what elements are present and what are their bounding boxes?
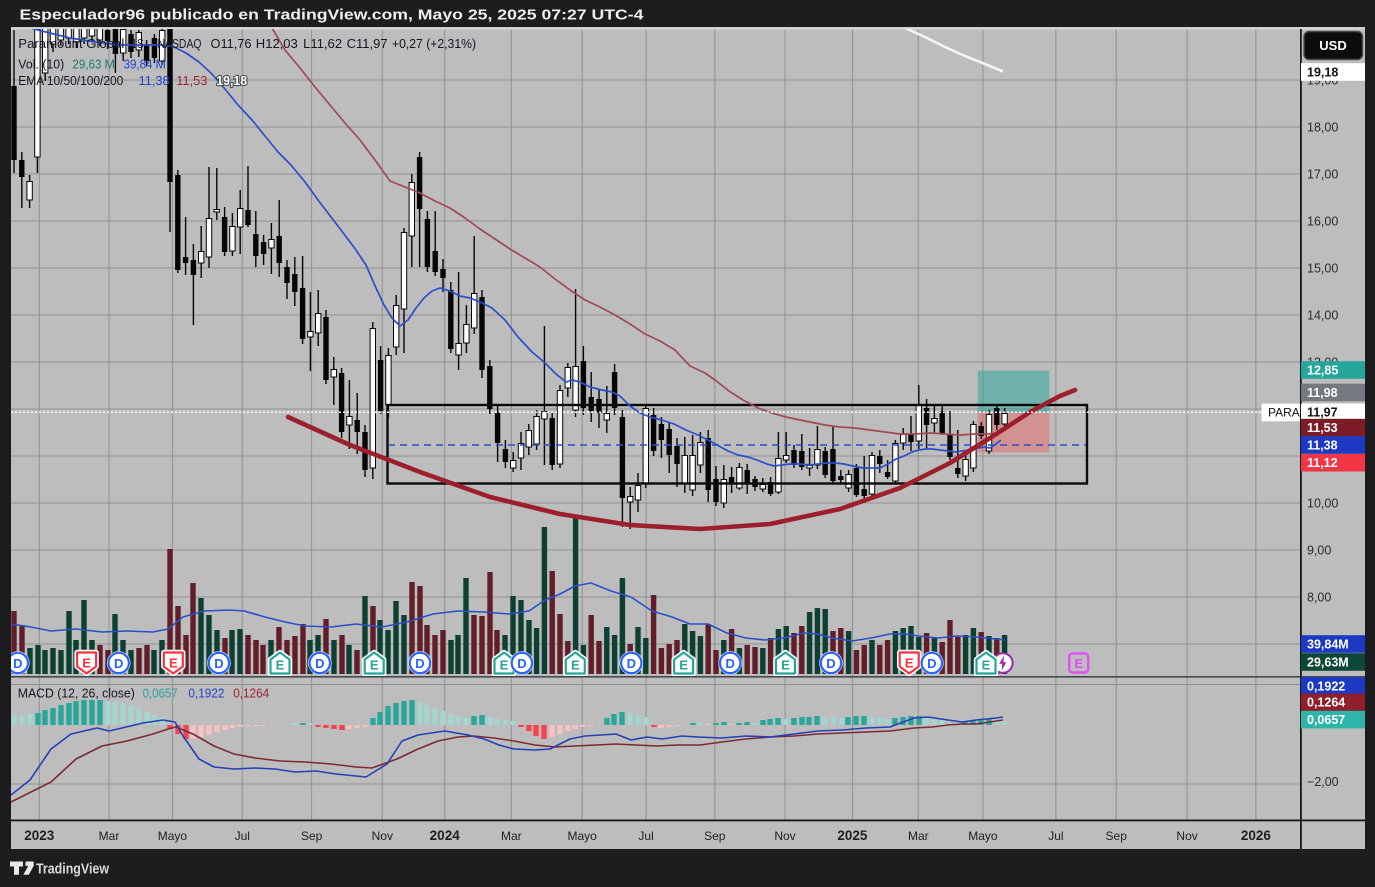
- svg-text:E: E: [82, 656, 91, 671]
- svg-text:M: M: [105, 58, 115, 72]
- svg-text:·: ·: [151, 37, 155, 51]
- svg-text:·: ·: [125, 37, 129, 51]
- svg-text:Mayo: Mayo: [158, 829, 188, 843]
- svg-text:0,0657: 0,0657: [1307, 713, 1345, 727]
- svg-text:19,18: 19,18: [216, 74, 247, 88]
- svg-text:1S: 1S: [132, 37, 144, 51]
- svg-text:39,84: 39,84: [124, 58, 153, 72]
- svg-text:O11,76: O11,76: [211, 37, 252, 51]
- svg-text:D: D: [726, 656, 735, 671]
- svg-text:E: E: [571, 657, 580, 672]
- svg-text:19,18: 19,18: [1307, 65, 1338, 79]
- svg-text:Jul: Jul: [1048, 829, 1063, 843]
- svg-text:39,84M: 39,84M: [1307, 637, 1349, 651]
- svg-text:EMA 10/50/100/200: EMA 10/50/100/200: [18, 74, 123, 88]
- svg-text:M: M: [156, 58, 166, 72]
- svg-text:D: D: [114, 656, 123, 671]
- svg-text:Nov: Nov: [774, 829, 795, 843]
- svg-text:8,00: 8,00: [1307, 590, 1331, 604]
- svg-text:2023: 2023: [24, 828, 55, 843]
- svg-text:D: D: [927, 656, 936, 671]
- svg-text:0,1264: 0,1264: [233, 687, 269, 701]
- svg-text:2026: 2026: [1241, 828, 1272, 843]
- svg-text:Sep: Sep: [301, 829, 323, 843]
- svg-text:10,00: 10,00: [1307, 496, 1338, 510]
- svg-text:12,85: 12,85: [1307, 363, 1338, 377]
- svg-text:2025: 2025: [837, 828, 868, 843]
- svg-text:Mar: Mar: [908, 829, 929, 843]
- svg-text:D: D: [517, 656, 526, 671]
- svg-text:L11,62: L11,62: [303, 37, 342, 51]
- svg-text:0,1922: 0,1922: [188, 687, 224, 701]
- svg-text:D: D: [315, 656, 324, 671]
- svg-text:NASDAQ: NASDAQ: [158, 37, 202, 51]
- svg-text:E: E: [679, 657, 688, 672]
- svg-text:29,63M: 29,63M: [1307, 655, 1349, 669]
- svg-text:E: E: [905, 656, 914, 671]
- svg-text:Mayo: Mayo: [568, 829, 598, 843]
- svg-text:MACD (12, 26, close): MACD (12, 26, close): [18, 687, 135, 701]
- svg-text:Sep: Sep: [704, 829, 726, 843]
- svg-text:H12,03: H12,03: [256, 37, 298, 51]
- svg-text:Mar: Mar: [501, 829, 522, 843]
- svg-text:9,00: 9,00: [1307, 543, 1331, 557]
- svg-text:D: D: [13, 656, 22, 671]
- svg-text:Vol. (10): Vol. (10): [18, 58, 64, 72]
- svg-text:PARA: PARA: [1268, 406, 1300, 420]
- svg-text:Mayo: Mayo: [968, 829, 998, 843]
- svg-text:Sep: Sep: [1106, 829, 1128, 843]
- svg-text:17,00: 17,00: [1307, 167, 1338, 181]
- svg-text:−2,00: −2,00: [1307, 775, 1339, 789]
- svg-text:2024: 2024: [430, 828, 461, 843]
- svg-text:TradingView: TradingView: [36, 862, 110, 878]
- svg-text:0,1922: 0,1922: [1307, 679, 1345, 693]
- svg-text:Especulador96 publicado en Tra: Especulador96 publicado en TradingView.c…: [20, 8, 644, 24]
- svg-text:18,00: 18,00: [1307, 120, 1338, 134]
- svg-text:Nov: Nov: [372, 829, 393, 843]
- svg-text:Jul: Jul: [235, 829, 250, 843]
- svg-text:E: E: [169, 656, 178, 671]
- svg-text:E: E: [276, 657, 285, 672]
- svg-text:C11,97: C11,97: [347, 37, 388, 51]
- svg-text:E: E: [500, 657, 509, 672]
- svg-text:0,1264: 0,1264: [1307, 696, 1345, 710]
- svg-text:11,38: 11,38: [1307, 438, 1338, 452]
- svg-text:D: D: [627, 656, 636, 671]
- svg-text:E: E: [1074, 656, 1083, 671]
- svg-text:11,97: 11,97: [1307, 406, 1338, 420]
- svg-text:E: E: [982, 657, 991, 672]
- svg-text:11,98: 11,98: [1307, 386, 1338, 400]
- svg-text:29,63: 29,63: [72, 58, 101, 72]
- svg-text:USD: USD: [1319, 38, 1346, 53]
- svg-text:Jul: Jul: [638, 829, 653, 843]
- svg-text:11,53: 11,53: [176, 74, 207, 88]
- svg-text:Mar: Mar: [99, 829, 120, 843]
- svg-text:+0,27 (+2,31%): +0,27 (+2,31%): [392, 37, 476, 51]
- svg-text:D: D: [415, 656, 424, 671]
- svg-text:0,0657: 0,0657: [143, 687, 178, 701]
- svg-text:Paramount Global: Paramount Global: [18, 37, 124, 51]
- svg-text:D: D: [214, 656, 223, 671]
- svg-text:E: E: [370, 657, 379, 672]
- svg-text:15,00: 15,00: [1307, 261, 1338, 275]
- svg-text:11,38: 11,38: [139, 74, 170, 88]
- svg-text:11,12: 11,12: [1307, 456, 1338, 470]
- svg-text:E: E: [781, 657, 790, 672]
- svg-text:Nov: Nov: [1176, 829, 1197, 843]
- svg-text:11,53: 11,53: [1307, 421, 1338, 435]
- svg-text:16,00: 16,00: [1307, 214, 1338, 228]
- svg-text:D: D: [826, 656, 835, 671]
- svg-text:14,00: 14,00: [1307, 308, 1338, 322]
